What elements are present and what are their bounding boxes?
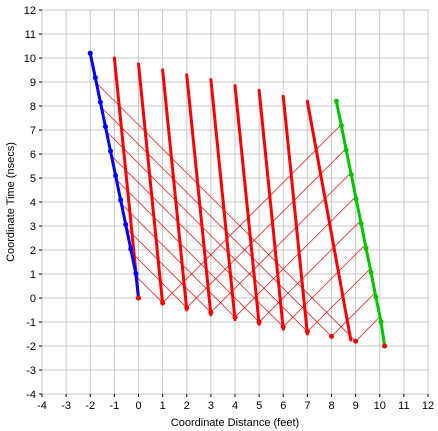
start-point xyxy=(113,173,119,179)
x-tick-label: 9 xyxy=(353,400,359,412)
x-tick-label: 2 xyxy=(184,400,190,412)
x-tick-label: 7 xyxy=(304,400,310,412)
light-ray xyxy=(258,220,361,323)
worldline xyxy=(137,62,165,306)
light-ray xyxy=(121,203,236,318)
x-tick-label: 4 xyxy=(232,400,238,412)
y-tick-label: 9 xyxy=(30,77,36,89)
x-tick-label: -3 xyxy=(61,400,71,412)
y-tick-label: 5 xyxy=(30,173,36,185)
x-tick-label: 10 xyxy=(374,400,386,412)
bottom-point xyxy=(184,305,190,311)
bottom-point xyxy=(136,295,141,301)
start-point xyxy=(87,50,93,56)
worldline xyxy=(112,56,140,300)
y-tick-label: -2 xyxy=(26,341,36,353)
bottom-point xyxy=(232,314,238,320)
start-point xyxy=(97,99,103,105)
x-tick-label: 11 xyxy=(398,400,409,412)
x-axis-label: Coordinate Distance (feet) xyxy=(171,417,299,429)
end-point xyxy=(368,270,374,276)
x-tick-label: 3 xyxy=(208,400,214,412)
light-ray xyxy=(162,124,342,304)
worldline xyxy=(305,99,353,342)
x-tick-label: 5 xyxy=(256,400,262,412)
start-point xyxy=(128,246,134,252)
y-tick-label: 7 xyxy=(30,125,36,137)
x-tick-label: -4 xyxy=(37,400,47,412)
end-point xyxy=(353,196,359,202)
start-point xyxy=(118,197,124,203)
bottom-point xyxy=(160,300,166,306)
light-ray xyxy=(355,316,381,342)
end-point xyxy=(358,221,364,227)
y-tick-label: -3 xyxy=(26,365,36,377)
bottom-point xyxy=(304,329,310,335)
x-tick-label: -1 xyxy=(109,400,119,412)
y-tick-label: 8 xyxy=(30,101,36,113)
light-ray xyxy=(126,228,212,313)
y-tick-label: 3 xyxy=(30,221,36,233)
worldline xyxy=(257,88,285,331)
end-point xyxy=(363,245,369,251)
y-tick-label: -1 xyxy=(26,317,36,329)
light-ray xyxy=(106,131,308,332)
end-point xyxy=(373,294,379,300)
bottom-point xyxy=(280,324,286,330)
light-ray xyxy=(283,244,366,328)
worldline xyxy=(185,73,213,317)
bottom-point xyxy=(329,333,334,339)
end-point xyxy=(343,147,349,153)
y-tick-label: 11 xyxy=(25,29,36,41)
y-tick-label: 1 xyxy=(30,269,36,281)
y-axis-label: Coordinate Time (nsecs) xyxy=(5,142,17,262)
end-point xyxy=(348,172,354,178)
end-point xyxy=(378,319,384,325)
start-point xyxy=(133,271,139,277)
start-point xyxy=(108,148,114,154)
y-tick-label: 2 xyxy=(30,245,36,257)
light-ray xyxy=(111,155,284,328)
worldlines xyxy=(88,51,387,348)
x-tick-label: 6 xyxy=(280,400,286,412)
y-tick-label: 0 xyxy=(30,293,36,305)
light-ray xyxy=(116,179,260,323)
start-point xyxy=(92,75,98,81)
light-ray xyxy=(210,172,352,313)
x-tick-label: 8 xyxy=(328,400,334,412)
x-tick-label: 12 xyxy=(422,400,434,412)
bottom-point xyxy=(382,343,388,349)
worldline xyxy=(281,94,309,336)
light-ray xyxy=(135,276,163,304)
light-ray xyxy=(96,82,356,342)
y-tick-label: 4 xyxy=(30,197,36,209)
light-ray xyxy=(307,268,371,332)
start-point xyxy=(102,124,108,130)
y-tick-label: 10 xyxy=(24,53,36,65)
start-point xyxy=(123,222,129,228)
grid xyxy=(41,9,429,395)
bottom-point xyxy=(256,319,262,325)
bottom-point xyxy=(208,309,214,315)
bottom-point xyxy=(353,338,359,344)
end-point xyxy=(333,98,339,104)
x-tick-label: 0 xyxy=(135,400,141,412)
x-tick-label: -2 xyxy=(85,400,95,412)
end-point xyxy=(338,123,344,129)
y-tick-label: 6 xyxy=(30,149,36,161)
worldline-points xyxy=(87,50,388,349)
x-tick-label: 1 xyxy=(160,400,166,412)
worldline xyxy=(161,68,189,312)
worldline xyxy=(209,78,237,322)
light-ray xyxy=(101,107,332,337)
y-tick-label: 12 xyxy=(24,5,36,17)
y-tick-label: -4 xyxy=(26,389,36,401)
light-ray xyxy=(331,292,376,337)
ticks: -4 -3 -2 -1 0 1 2 3 4 5 6 7 8 9 10 11 12-4-3-2-101234567… xyxy=(24,5,434,412)
worldline xyxy=(233,84,261,326)
